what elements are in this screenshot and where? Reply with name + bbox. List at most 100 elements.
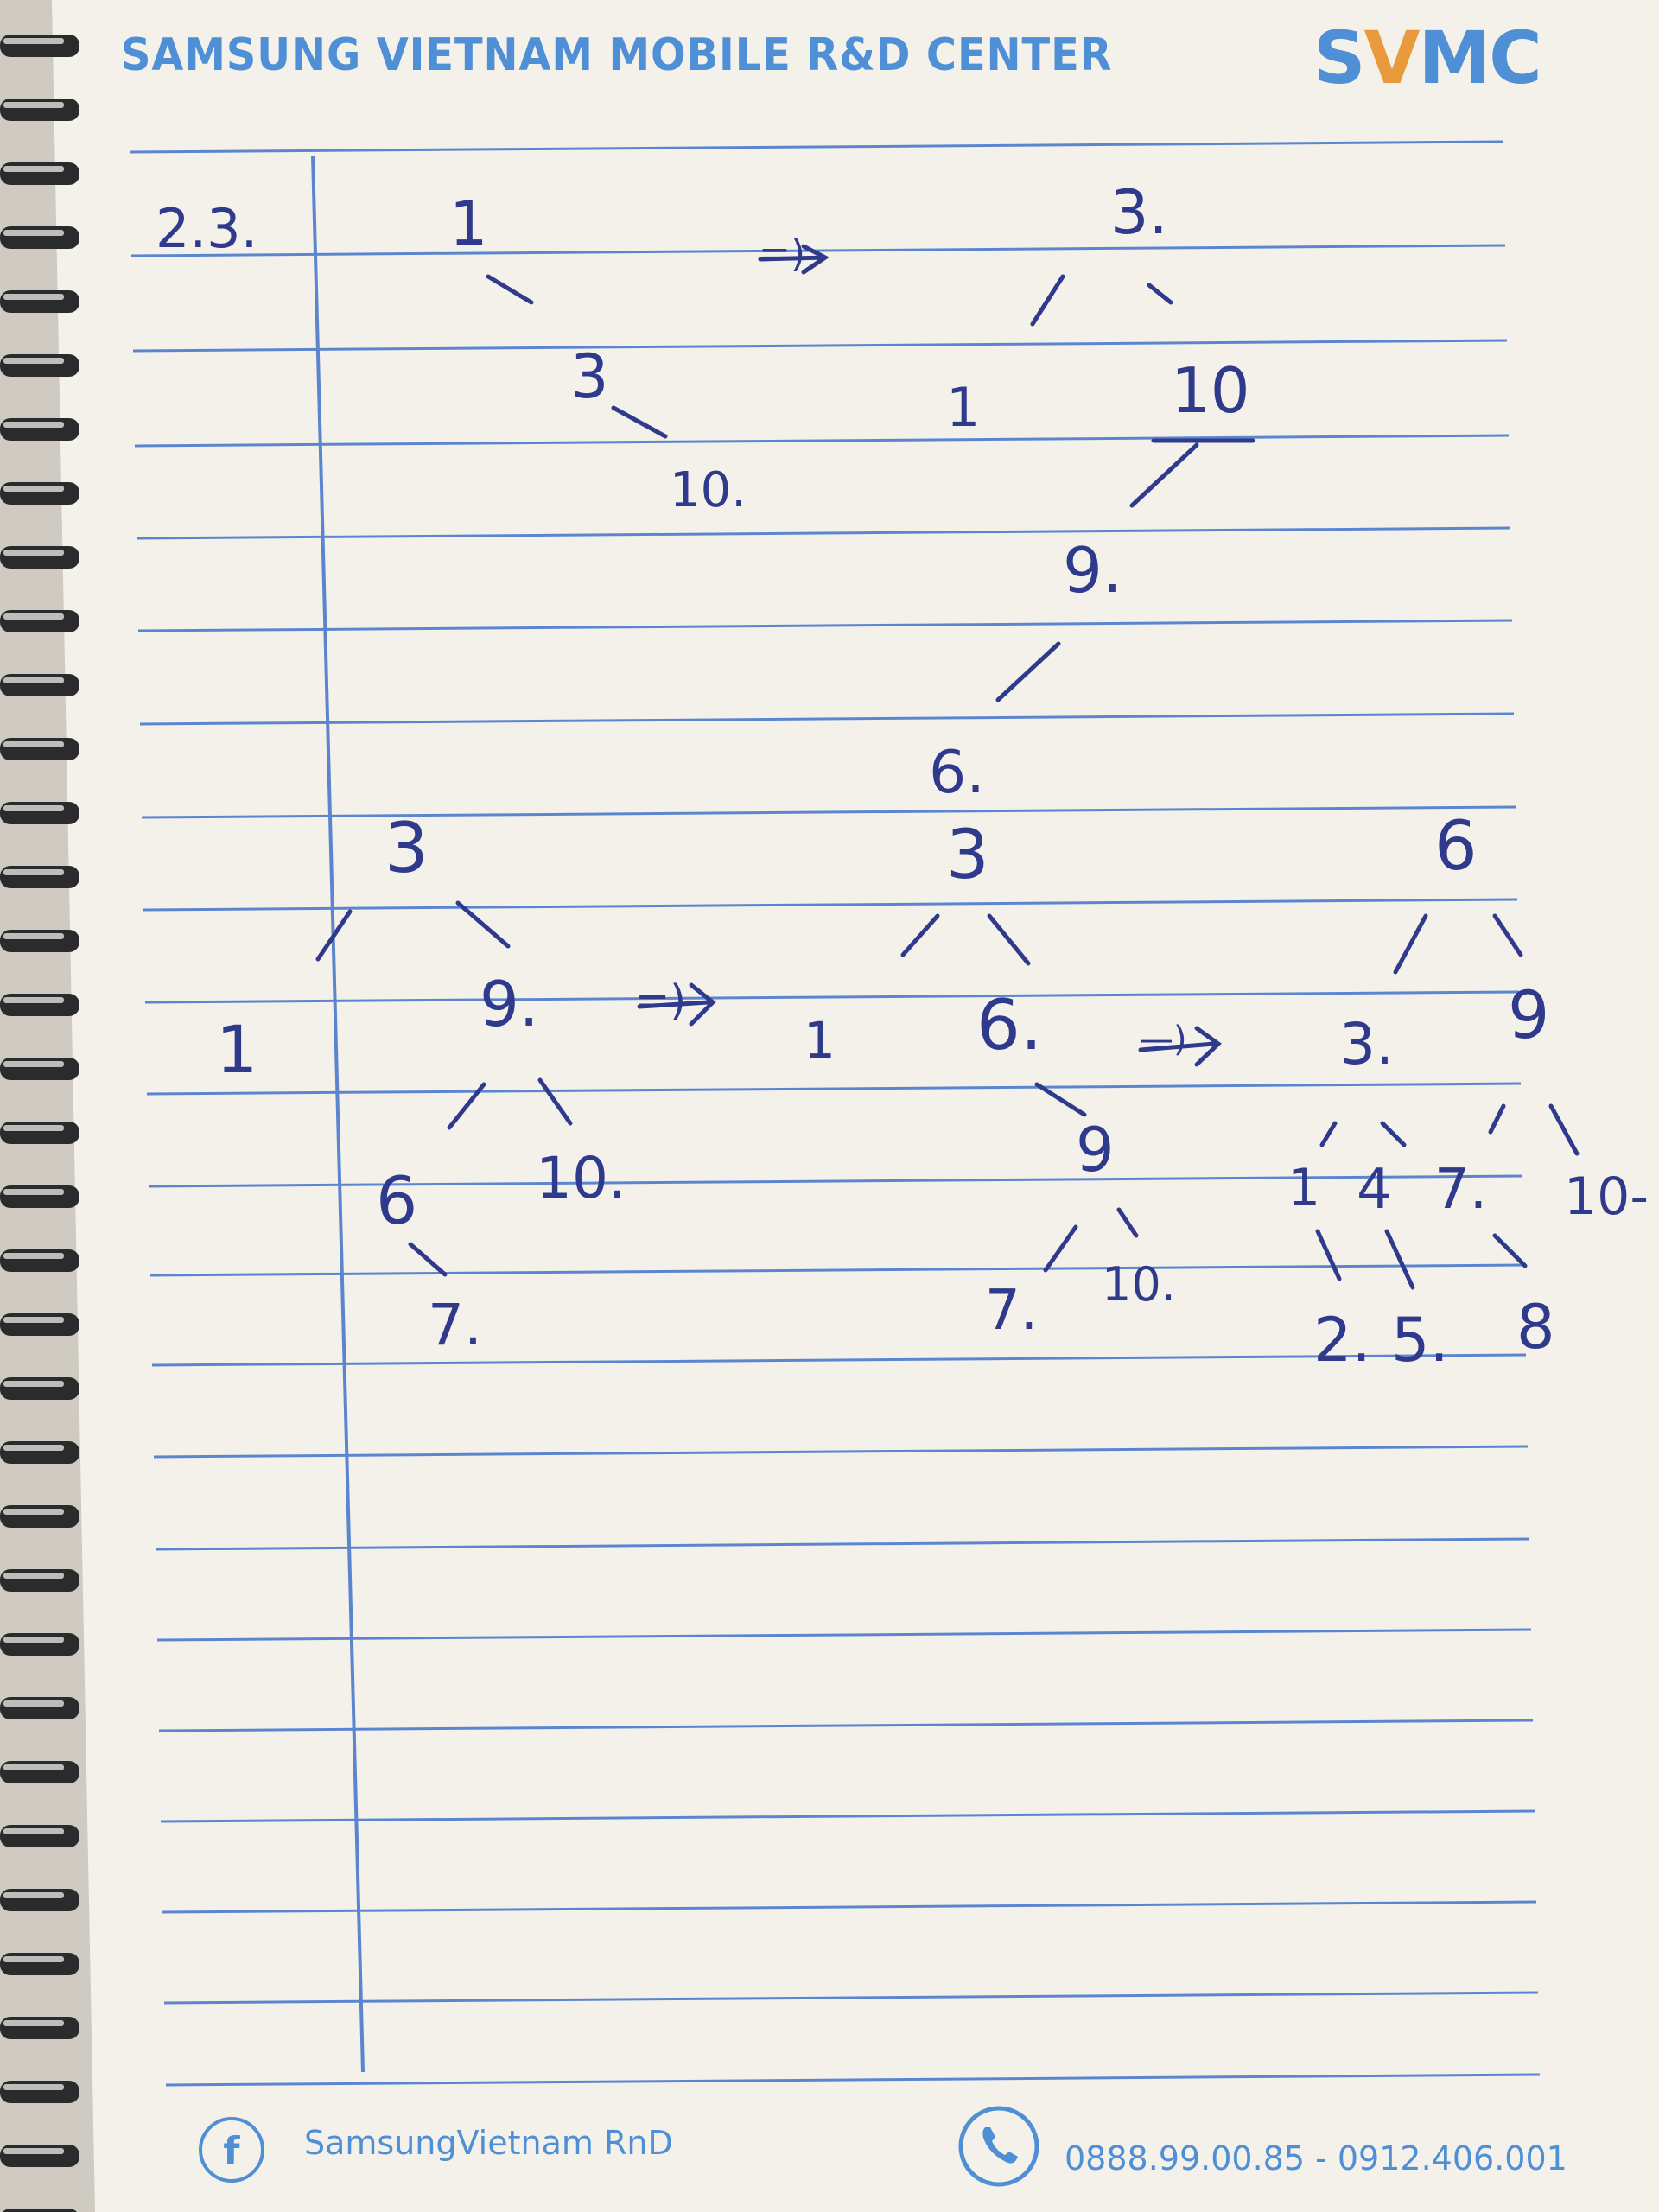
ruled-line — [148, 1174, 1523, 1188]
edge — [1319, 1121, 1338, 1147]
spiral-highlight — [3, 1445, 64, 1451]
tree-node: 1 — [804, 1011, 836, 1070]
ruled-line — [144, 990, 1520, 1004]
ruled-line — [160, 1809, 1535, 1823]
logo-text: S — [1313, 16, 1365, 100]
spiral-ring — [0, 674, 79, 696]
ruled-line — [153, 1445, 1529, 1459]
spiral-ring — [0, 1569, 79, 1592]
edge — [1043, 1224, 1078, 1273]
edge — [315, 909, 353, 962]
edge — [1380, 1121, 1407, 1147]
paper-sheet — [52, 0, 1659, 2212]
ruled-line — [132, 339, 1508, 353]
spiral-ring — [0, 994, 79, 1016]
edge — [1492, 1233, 1528, 1268]
ruled-line — [134, 434, 1510, 448]
spiral-highlight — [3, 102, 64, 108]
edge — [1384, 1229, 1415, 1290]
spiral-ring — [0, 1185, 79, 1208]
edge — [1147, 283, 1173, 305]
tree-node: 6 — [1434, 808, 1478, 886]
facebook-handle: SamsungVietnam RnD — [304, 2124, 673, 2162]
tree-node: 9 — [1508, 976, 1550, 1053]
ruled-line — [137, 619, 1513, 632]
arrow-icon — [1138, 1026, 1222, 1067]
edge — [1548, 1103, 1580, 1156]
spiral-highlight — [3, 230, 64, 236]
svg-text:f: f — [223, 2129, 240, 2173]
edge — [1129, 442, 1199, 508]
spiral-ring — [0, 802, 79, 824]
header-title: SAMSUNG VIETNAM MOBILE R&D CENTER — [121, 29, 1113, 81]
spiral-ring — [0, 1825, 79, 1847]
tree-node: 5. — [1391, 1305, 1449, 1376]
tree-node: 9 — [1076, 1115, 1115, 1185]
tree-edges — [315, 244, 1580, 1290]
logo-text: V — [1363, 16, 1421, 100]
spiral-highlight — [3, 1381, 64, 1387]
tree-node: 8 — [1516, 1292, 1555, 1363]
ruled-line — [136, 526, 1511, 540]
ruled-line — [158, 1719, 1534, 1732]
edge — [537, 1077, 573, 1126]
spiral-highlight — [3, 997, 64, 1003]
tree-node: 10- — [1564, 1166, 1649, 1227]
spiral-highlight — [3, 294, 64, 300]
spiral-ring — [0, 1761, 79, 1783]
tree-node: 7. — [428, 1292, 482, 1358]
spiral-ring — [0, 1122, 79, 1144]
ruled-line — [143, 898, 1518, 912]
spiral-ring — [0, 226, 79, 249]
tree-node: 10. — [1102, 1257, 1176, 1312]
spiral-ring — [0, 1058, 79, 1080]
ruled-line — [156, 1628, 1532, 1642]
spiral-highlight — [3, 422, 64, 428]
ruled-line — [130, 244, 1506, 257]
edge — [1488, 1103, 1506, 1135]
spiral-highlight — [3, 869, 64, 875]
spiral-highlight — [3, 805, 64, 811]
arrow-icon — [637, 982, 716, 1027]
tree-node: 3 — [946, 817, 989, 894]
edge — [611, 405, 668, 439]
margin-line — [311, 155, 365, 2073]
svmc-logo: SVMC — [1313, 16, 1542, 100]
spiral-highlight — [3, 38, 64, 44]
edge — [447, 1082, 486, 1130]
ruled-line — [139, 712, 1515, 726]
spiral-ring — [0, 610, 79, 632]
ruled-line — [151, 1353, 1527, 1367]
edge — [486, 274, 534, 305]
tree-node: 7. — [985, 1279, 1039, 1343]
edge — [1315, 1229, 1342, 1281]
tree-node: 10. — [536, 1145, 626, 1211]
spiral-ring — [0, 482, 79, 505]
ruled-line — [163, 1991, 1539, 2005]
spiral-highlight — [3, 1700, 64, 1707]
ruled-line — [149, 1263, 1525, 1277]
spiral-ring — [0, 1889, 79, 1911]
tree-node: 6 — [376, 1162, 418, 1239]
tree-node: 1 — [216, 1011, 258, 1088]
tree-node: 2. — [1313, 1305, 1371, 1376]
ruled-line — [165, 2073, 1541, 2087]
spiral-ring — [0, 1633, 79, 1656]
spiral-highlight — [3, 166, 64, 172]
tree-node: 3 — [570, 341, 609, 412]
spiral-highlight — [3, 1828, 64, 1834]
spiral-highlight — [3, 1637, 64, 1643]
spiral-highlight — [3, 1189, 64, 1195]
tree-node: 7. — [1434, 1158, 1488, 1222]
arrow-label: =) — [635, 976, 686, 1025]
spiral-highlight — [3, 1764, 64, 1770]
phone-numbers: 0888.99.00.85 - 0912.406.001 — [1065, 2139, 1567, 2177]
spiral-ring — [0, 1377, 79, 1400]
problem-label: 2.3. — [156, 197, 258, 260]
spiral-ring — [0, 1313, 79, 1336]
tree-node: 9. — [480, 968, 539, 1040]
spiral-highlight — [3, 1956, 64, 1962]
spiral-ring — [0, 2081, 79, 2103]
spiral-ring — [0, 99, 79, 121]
